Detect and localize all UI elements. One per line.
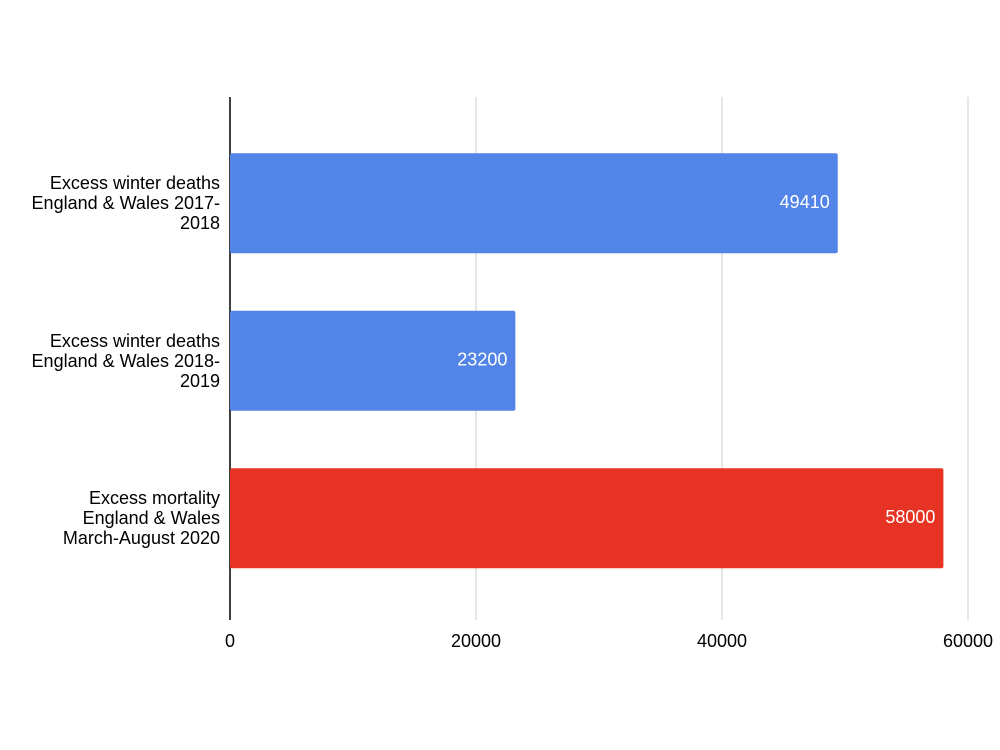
value-label: 23200	[457, 350, 507, 370]
value-label: 49410	[780, 192, 830, 212]
value-label: 58000	[885, 507, 935, 527]
bar	[230, 153, 838, 254]
x-tick-label: 60000	[943, 631, 993, 651]
y-tick-label: Excess winter deaths England & Wales 201…	[31, 173, 220, 234]
x-tick-label: 20000	[451, 631, 501, 651]
x-tick-label: 40000	[697, 631, 747, 651]
y-tick-label: Excess winter deaths England & Wales 201…	[31, 330, 220, 391]
bar	[230, 310, 516, 411]
x-tick-label: 0	[225, 631, 235, 651]
y-tick-label: Excess mortality England & Wales March-A…	[62, 488, 220, 549]
bar	[230, 468, 944, 569]
